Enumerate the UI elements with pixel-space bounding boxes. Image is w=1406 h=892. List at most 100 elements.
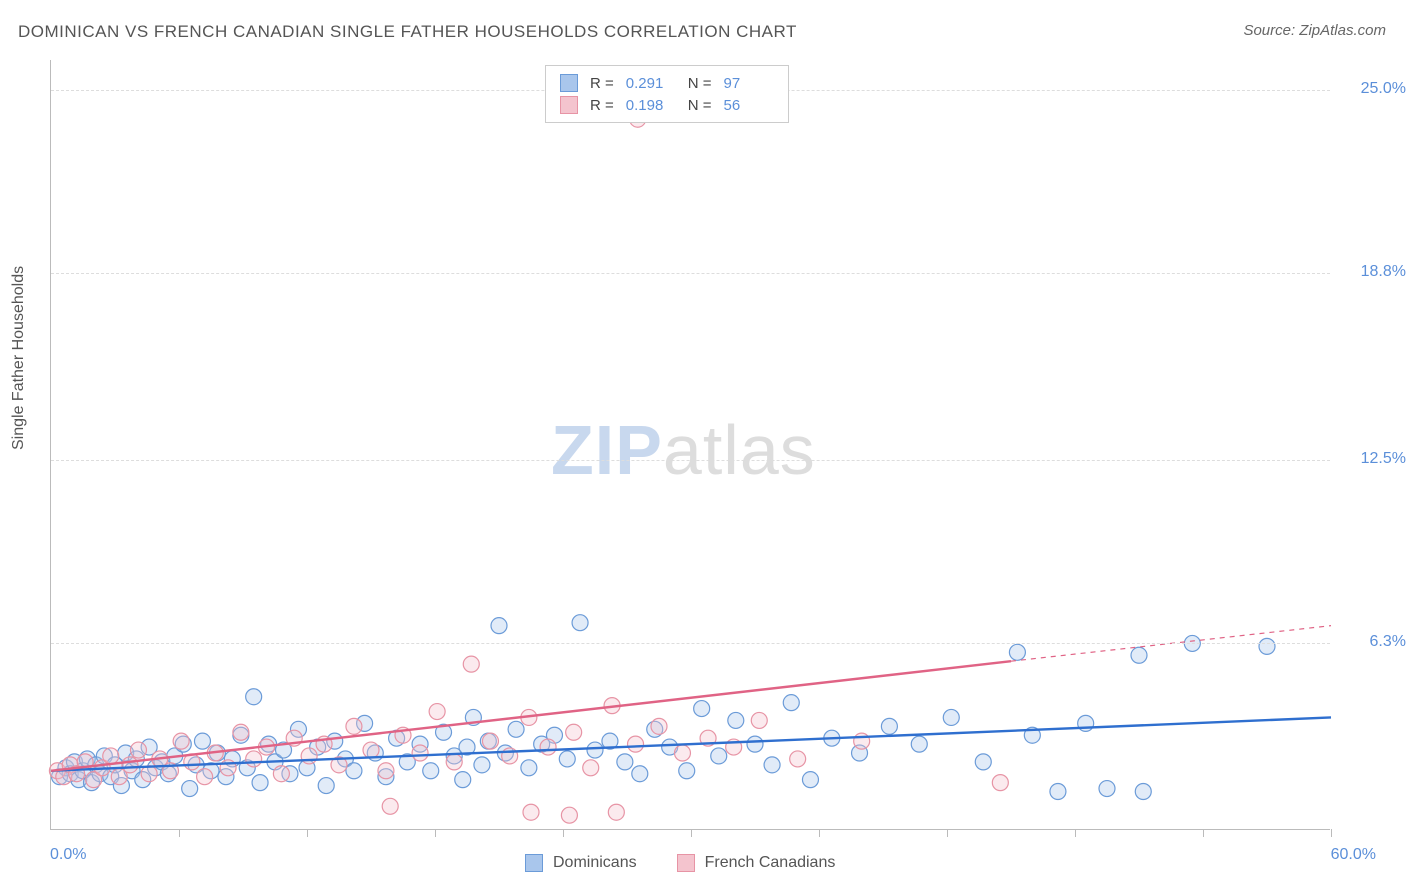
data-point: [508, 721, 524, 737]
x-tick: [691, 829, 692, 837]
y-tick-label: 18.8%: [1336, 263, 1406, 281]
data-point: [346, 763, 362, 779]
data-point: [197, 769, 213, 785]
data-point: [318, 778, 334, 794]
data-point: [412, 745, 428, 761]
data-point: [301, 748, 317, 764]
n-value: 97: [724, 75, 774, 92]
data-point: [587, 742, 603, 758]
legend-swatch: [677, 854, 695, 872]
correlation-legend: R =0.291N =97R =0.198N =56: [545, 65, 789, 123]
data-point: [802, 772, 818, 788]
data-point: [790, 751, 806, 767]
data-point: [103, 748, 119, 764]
x-tick: [1075, 829, 1076, 837]
data-point: [943, 709, 959, 725]
data-point: [711, 748, 727, 764]
x-tick: [1331, 829, 1332, 837]
data-point: [378, 763, 394, 779]
legend-label: Dominicans: [553, 854, 637, 872]
data-point: [521, 760, 537, 776]
data-point: [617, 754, 633, 770]
data-point: [694, 701, 710, 717]
data-point: [1259, 638, 1275, 654]
data-point: [747, 736, 763, 752]
data-point: [130, 742, 146, 758]
data-point: [679, 763, 695, 779]
data-point: [1009, 644, 1025, 660]
legend-stat-row: R = 0.291 N = 97: [560, 72, 774, 94]
x-tick: [819, 829, 820, 837]
data-point: [429, 704, 445, 720]
data-point: [561, 807, 577, 823]
source-attribution: Source: ZipAtlas.com: [1243, 22, 1386, 39]
data-point: [881, 718, 897, 734]
data-point: [1050, 784, 1066, 800]
x-tick: [435, 829, 436, 837]
legend-swatch: [525, 854, 543, 872]
data-point: [608, 804, 624, 820]
data-point: [728, 712, 744, 728]
gridline: [51, 643, 1330, 644]
data-point: [911, 736, 927, 752]
data-point: [446, 754, 462, 770]
data-point: [233, 724, 249, 740]
legend-swatch: [560, 96, 578, 114]
data-point: [583, 760, 599, 776]
data-point: [523, 804, 539, 820]
data-point: [628, 736, 644, 752]
data-point: [783, 695, 799, 711]
data-point: [572, 615, 588, 631]
y-tick-label: 6.3%: [1336, 633, 1406, 651]
n-value: 56: [724, 97, 774, 114]
data-point: [1131, 647, 1147, 663]
data-point: [363, 742, 379, 758]
legend-label: French Canadians: [705, 854, 836, 872]
legend-item: Dominicans: [525, 854, 637, 872]
legend-stat-row: R =0.198N =56: [560, 94, 774, 116]
gridline: [51, 273, 1330, 274]
data-point: [491, 618, 507, 634]
data-point: [751, 712, 767, 728]
data-point: [854, 733, 870, 749]
data-point: [992, 775, 1008, 791]
data-point: [566, 724, 582, 740]
data-point: [674, 745, 690, 761]
data-point: [194, 733, 210, 749]
gridline: [51, 460, 1330, 461]
data-point: [382, 798, 398, 814]
data-point: [975, 754, 991, 770]
data-point: [540, 739, 556, 755]
data-point: [455, 772, 471, 788]
r-label: R =: [590, 97, 614, 114]
data-point: [474, 757, 490, 773]
data-point: [423, 763, 439, 779]
r-value: 0.291: [626, 75, 676, 92]
y-tick-label: 25.0%: [1336, 80, 1406, 98]
n-label: N =: [688, 97, 712, 114]
y-axis-label: Single Father Households: [10, 266, 28, 450]
data-point: [764, 757, 780, 773]
data-point: [122, 757, 138, 773]
r-label: R =: [590, 75, 614, 92]
data-point: [346, 718, 362, 734]
legend-item: French Canadians: [677, 854, 836, 872]
data-point: [1135, 784, 1151, 800]
data-point: [482, 733, 498, 749]
data-point: [173, 733, 189, 749]
legend-swatch: [560, 74, 578, 92]
x-tick: [179, 829, 180, 837]
chart-title: DOMINICAN VS FRENCH CANADIAN SINGLE FATH…: [18, 22, 797, 42]
x-tick: [563, 829, 564, 837]
x-tick: [947, 829, 948, 837]
x-tick: [1203, 829, 1204, 837]
y-tick-label: 12.5%: [1336, 450, 1406, 468]
data-point: [1099, 781, 1115, 797]
series-legend: Dominicans French Canadians: [525, 854, 835, 872]
x-axis-end: 60.0%: [1331, 846, 1376, 864]
x-axis-start: 0.0%: [50, 846, 86, 864]
n-label: N =: [688, 75, 712, 92]
data-point: [182, 781, 198, 797]
scatter-svg: [51, 60, 1330, 829]
plot-area: ZIPatlas: [50, 60, 1330, 830]
